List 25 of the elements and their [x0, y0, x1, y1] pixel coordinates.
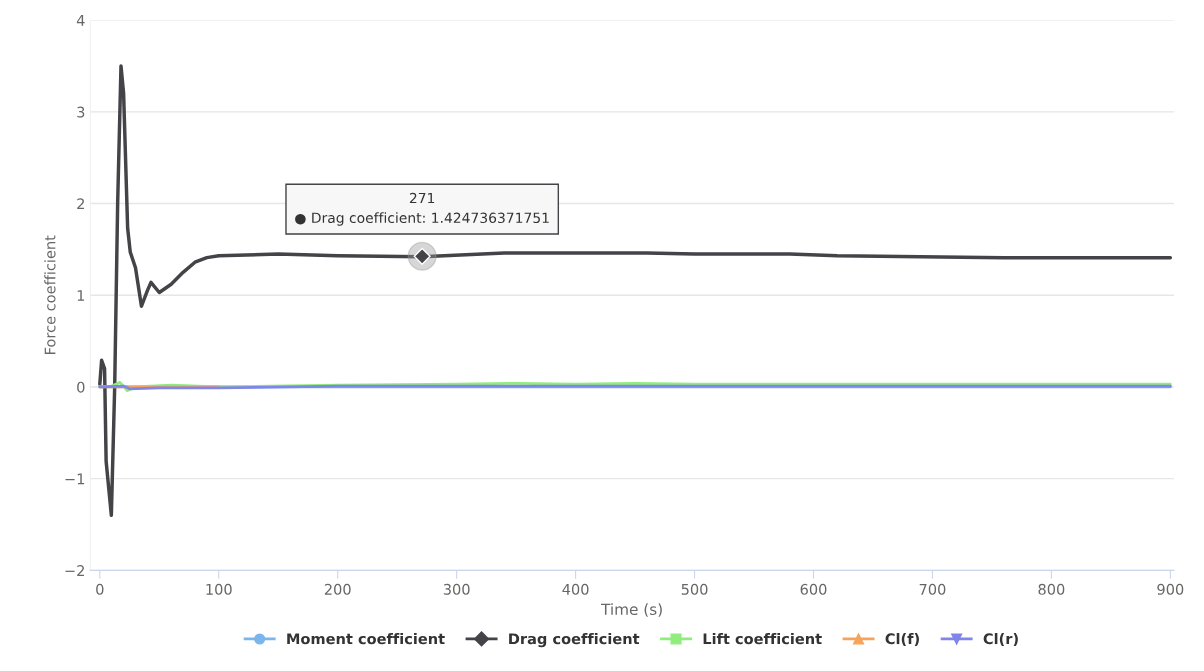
x-tick-label: 800 [1038, 583, 1065, 595]
x-tick-label: 900 [1157, 583, 1184, 595]
y-tick-label: 3 [77, 106, 85, 118]
legend-label: Moment coefficient [287, 632, 445, 645]
legend-label: Lift coefficient [703, 632, 822, 645]
y-tick-label: −1 [65, 473, 85, 485]
x-tick-label: 500 [681, 583, 708, 595]
annotation: 271 ● Drag coefficient: 1.424736371751 [295, 192, 549, 226]
y-tick-label: 1 [77, 290, 85, 301]
x-tick-label: 300 [443, 583, 470, 595]
legend-label: Drag coefficient [509, 632, 640, 648]
y-tick-label: 4 [76, 15, 85, 26]
x-tick-label: 200 [324, 583, 351, 595]
legend-label: Cl(f) [885, 632, 919, 646]
y-tick-label: 0 [77, 381, 85, 393]
x-tick-label: 400 [562, 583, 589, 595]
y-axis-title: Force coefficient [44, 235, 56, 354]
legend-label: Cl(r) [983, 632, 1018, 646]
y-tick-label: 2 [77, 198, 84, 210]
y-tick-label: −2 [65, 565, 84, 576]
x-tick-label: 0 [96, 583, 104, 595]
x-tick-label: 600 [800, 583, 827, 595]
x-axis-title: Time (s) [601, 603, 662, 617]
x-tick-label: 100 [206, 583, 232, 595]
x-tick-label: 700 [919, 583, 946, 595]
